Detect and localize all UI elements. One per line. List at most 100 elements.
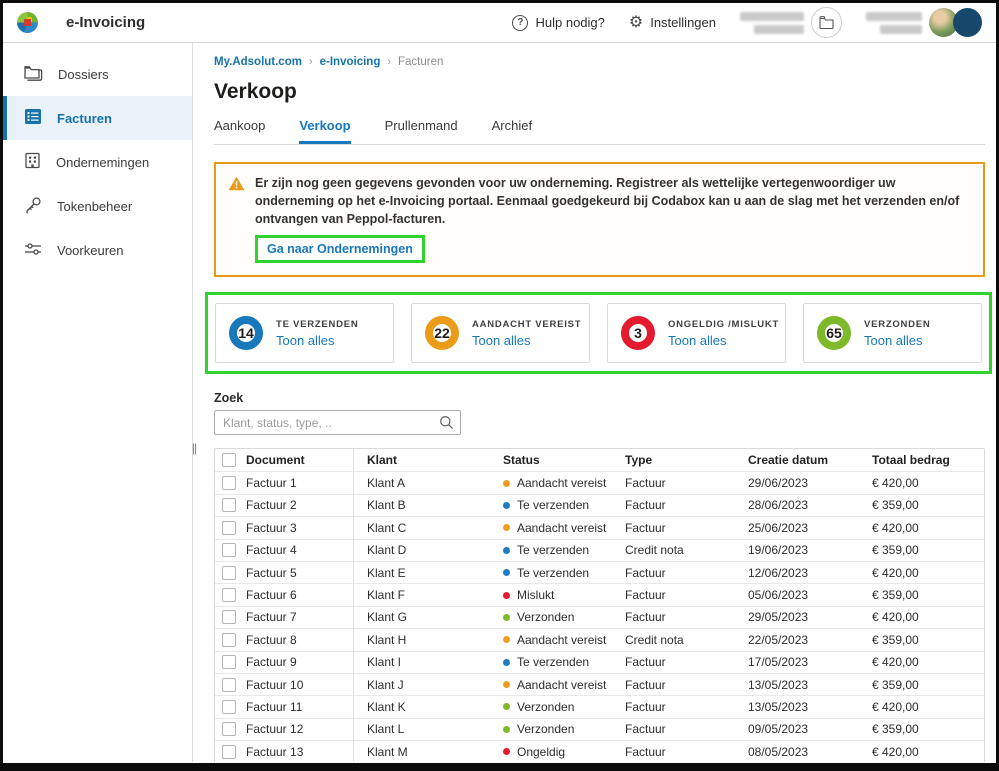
sidebar-item-label: Dossiers [58,66,109,82]
document-cell: Factuur 10 [246,677,304,692]
status-cell: Verzonden [517,610,575,625]
row-checkbox[interactable] [222,588,236,603]
column-header-creatie-datum: Creatie datum [748,453,829,468]
row-checkbox[interactable] [222,677,236,692]
row-checkbox[interactable] [222,699,236,714]
type-cell: Factuur [625,722,666,737]
table-row[interactable]: Factuur 4 Klant D Te verzenden Credit no… [215,538,984,561]
sidebar-item-facturen[interactable]: Facturen [3,96,192,140]
row-checkbox[interactable] [222,565,236,580]
warning-text: Er zijn nog geen gegevens gevonden voor … [255,176,960,227]
table-row[interactable]: Factuur 6 Klant F Mislukt Factuur 05/06/… [215,583,984,606]
search-input[interactable] [214,410,461,436]
status-cell: Te verzenden [517,498,590,513]
stat-label: ONGELDIG /MISLUKT [668,318,780,330]
status-cell: Verzonden [517,699,575,714]
table-row[interactable]: Factuur 10 Klant J Aandacht vereist Fact… [215,672,984,696]
klant-cell: Klant C [367,520,407,535]
main-content: My.Adsolut.com › e-Invoicing › Facturen … [193,43,996,762]
table-row[interactable]: Factuur 11 Klant K Verzonden Factuur 13/… [215,695,984,718]
table-row[interactable]: Factuur 13 Klant M Ongeldig Factuur 08/0… [215,740,984,762]
show-all-link[interactable]: Toon alles [864,332,923,348]
row-checkbox[interactable] [222,476,236,491]
tab-prullenmand[interactable]: Prullenmand [384,118,458,133]
breadcrumb-link-einvoicing[interactable]: e-Invoicing [319,56,381,68]
show-all-link[interactable]: Toon alles [276,332,335,348]
table-header-row: Document Klant Status Type Creatie datum… [215,449,984,472]
status-cell: Aandacht vereist [517,520,607,535]
folders-icon [24,64,43,84]
klant-cell: Klant D [367,543,407,558]
sidebar-item-dossiers[interactable]: Dossiers [3,52,192,96]
dossier-switcher[interactable] [740,7,842,38]
go-to-ondernemingen-button[interactable]: Ga naar Ondernemingen [255,235,425,264]
table-row[interactable]: Factuur 3 Klant C Aandacht vereist Factu… [215,516,984,539]
klant-cell: Klant E [367,565,406,580]
document-cell: Factuur 3 [246,520,297,535]
amount-cell: € 359,00 [872,677,919,692]
type-cell: Factuur [625,565,666,580]
amount-cell: € 359,00 [872,498,919,513]
column-header-status: Status [503,453,540,468]
row-checkbox[interactable] [222,498,236,513]
invoices-table: Document Klant Status Type Creatie datum… [214,448,985,762]
sidebar-item-label: Ondernemingen [56,154,150,170]
row-checkbox[interactable] [222,632,236,647]
date-cell: 29/06/2023 [748,476,809,491]
table-row[interactable]: Factuur 1 Klant A Aandacht vereist Factu… [215,471,984,494]
panel-resize-handle[interactable]: || [191,441,197,455]
status-cell: Te verzenden [517,655,590,670]
date-cell: 13/05/2023 [748,699,809,714]
klant-cell: Klant L [367,722,405,737]
row-checkbox[interactable] [222,744,236,759]
table-row[interactable]: Factuur 5 Klant E Te verzenden Factuur 1… [215,560,984,584]
status-dot-icon [503,501,510,509]
row-checkbox[interactable] [222,520,236,535]
status-cell: Te verzenden [517,543,590,558]
tab-archief[interactable]: Archief [491,118,533,133]
tab-verkoop[interactable]: Verkoop [299,118,351,144]
status-cell: Ongeldig [517,744,566,759]
chevron-right-icon: › [308,56,313,68]
breadcrumb-link-myadsolut[interactable]: My.Adsolut.com [214,56,302,68]
stat-ring: 22 [425,316,459,351]
amount-cell: € 359,00 [872,722,919,737]
date-cell: 22/05/2023 [748,632,809,647]
sidebar-item-label: Facturen [57,110,112,126]
user-menu[interactable] [866,8,982,37]
show-all-link[interactable]: Toon alles [668,332,727,348]
table-row[interactable]: Factuur 12 Klant L Verzonden Factuur 09/… [215,717,984,741]
show-all-link[interactable]: Toon alles [472,332,531,348]
table-row[interactable]: Factuur 9 Klant I Te verzenden Factuur 1… [215,650,984,673]
sidebar-item-label: Voorkeuren [57,242,124,258]
sidebar-item-voorkeuren[interactable]: Voorkeuren [3,228,192,272]
settings-button[interactable]: ⚙ Instellingen [628,13,716,31]
stat-ring: 3 [621,316,655,351]
sidebar-item-ondernemingen[interactable]: Ondernemingen [3,140,192,184]
select-all-checkbox[interactable] [222,453,236,468]
document-cell: Factuur 8 [246,632,297,647]
table-row[interactable]: Factuur 7 Klant G Verzonden Factuur 29/0… [215,605,984,629]
table-row[interactable]: Factuur 8 Klant H Aandacht vereist Credi… [215,628,984,651]
status-dot-icon [503,546,510,554]
tab-aankoop[interactable]: Aankoop [214,118,266,133]
redacted-user-name [866,11,922,34]
type-cell: Factuur [625,677,666,692]
sidebar-item-tokenbeheer[interactable]: Tokenbeheer [3,184,192,228]
row-checkbox[interactable] [222,655,236,670]
row-checkbox[interactable] [222,543,236,558]
status-dot-icon [503,658,510,666]
document-cell: Factuur 5 [246,565,297,580]
table-row[interactable]: Factuur 2 Klant B Te verzenden Factuur 2… [215,493,984,517]
row-checkbox[interactable] [222,722,236,737]
document-cell: Factuur 2 [246,498,297,513]
gear-icon: ⚙ [628,13,644,31]
status-dot-icon [503,479,510,487]
date-cell: 17/05/2023 [748,655,809,670]
document-cell: Factuur 7 [246,610,297,625]
row-checkbox[interactable] [222,610,236,625]
chevron-right-icon: › [387,56,392,68]
amount-cell: € 420,00 [872,610,919,625]
document-cell: Factuur 13 [246,744,304,759]
help-button[interactable]: ? Hulp nodig? [512,14,605,31]
